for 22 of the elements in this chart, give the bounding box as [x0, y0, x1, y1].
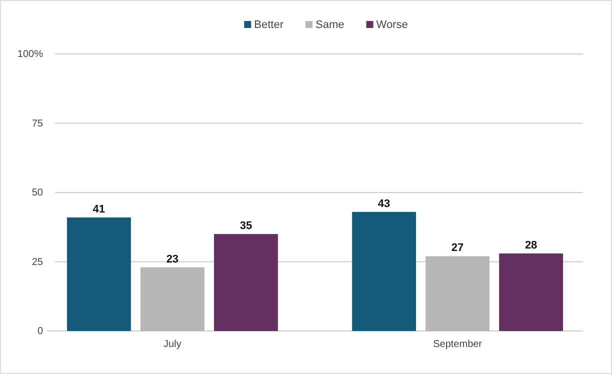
bar	[140, 267, 204, 331]
data-label: 27	[451, 242, 464, 254]
x-tick-label: September	[433, 339, 483, 350]
y-tick-label: 75	[32, 118, 44, 130]
data-label: 28	[524, 239, 538, 252]
data-label: 41	[92, 203, 106, 216]
x-tick-label: July	[164, 339, 182, 350]
bar	[499, 253, 564, 331]
bar	[352, 212, 416, 331]
y-tick-label: 100%	[17, 49, 44, 60]
legend-label: Worse	[376, 19, 408, 31]
data-label: 35	[240, 220, 252, 232]
bar	[66, 217, 131, 331]
y-tick-label: 0	[37, 326, 44, 338]
y-tick-label: 50	[32, 188, 44, 199]
legend-label: Same	[316, 19, 344, 31]
data-label: 43	[378, 198, 390, 210]
y-tick-label: 25	[32, 256, 44, 268]
bar	[426, 256, 490, 331]
bar	[214, 234, 278, 331]
data-label: 23	[166, 253, 179, 266]
legend-label: Better	[254, 19, 284, 31]
